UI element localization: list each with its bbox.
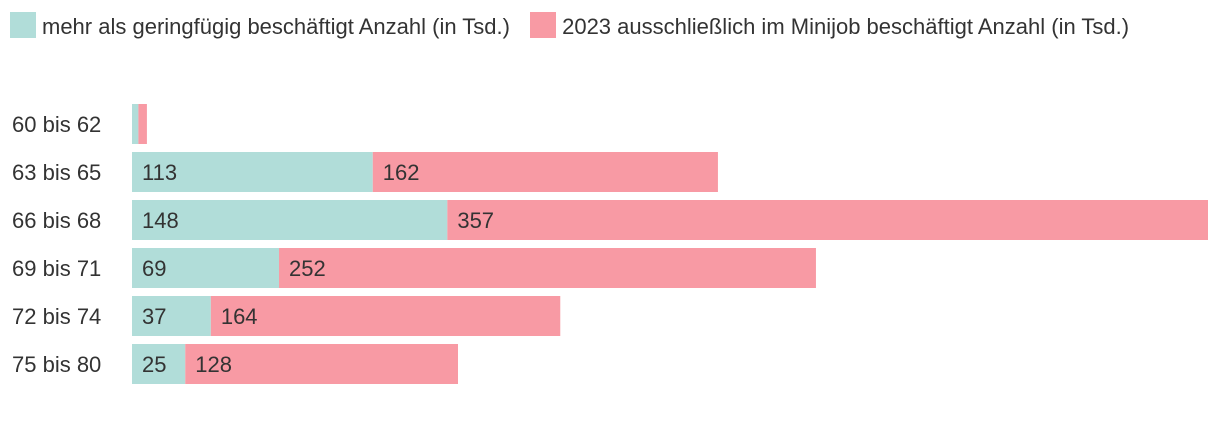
y-tick-label: 63 bis 65 (12, 160, 101, 185)
bar-segment-series-1 (132, 248, 280, 288)
chart-legend: mehr als geringfügig beschäftigt Anzahl … (10, 10, 1210, 44)
data-label: 164 (221, 304, 258, 329)
legend-swatch-2 (530, 12, 557, 38)
bar-segment-series-1 (132, 200, 448, 240)
bar-segment-series-1 (132, 296, 211, 336)
data-label: 25 (142, 352, 166, 377)
bar-segment-series-2 (279, 248, 816, 288)
data-label: 128 (195, 352, 232, 377)
bar-segment-series-2 (185, 344, 458, 384)
legend-label-1: mehr als geringfügig beschäftigt Anzahl … (42, 14, 510, 39)
bar-segment-series-2 (138, 104, 147, 144)
y-tick-label: 75 bis 80 (12, 352, 101, 377)
legend-label-2: 2023 ausschließlich im Minijob beschäfti… (562, 14, 1130, 39)
y-tick-label: 72 bis 74 (12, 304, 101, 329)
y-tick-label: 66 bis 68 (12, 208, 101, 233)
bar-segment-series-1 (132, 152, 373, 192)
data-label: 162 (383, 160, 420, 185)
bar-segment-series-1 (132, 104, 139, 144)
bar-segment-series-2 (210, 296, 561, 336)
data-label: 357 (457, 208, 494, 233)
y-tick-label: 69 bis 71 (12, 256, 101, 281)
data-label: 148 (142, 208, 179, 233)
data-label: 69 (142, 256, 166, 281)
legend-item-1: mehr als geringfügig beschäftigt Anzahl … (10, 12, 510, 39)
bar-segment-series-2 (447, 200, 1209, 240)
y-tick-label: 60 bis 62 (12, 112, 101, 137)
legend-swatch-1 (10, 12, 36, 38)
legend-item-2: 2023 ausschließlich im Minijob beschäfti… (516, 12, 1130, 39)
bar-segment-series-2 (372, 152, 718, 192)
data-label: 37 (142, 304, 166, 329)
data-label: 252 (289, 256, 326, 281)
bar-segment-series-1 (132, 344, 186, 384)
data-label: 113 (142, 160, 177, 185)
